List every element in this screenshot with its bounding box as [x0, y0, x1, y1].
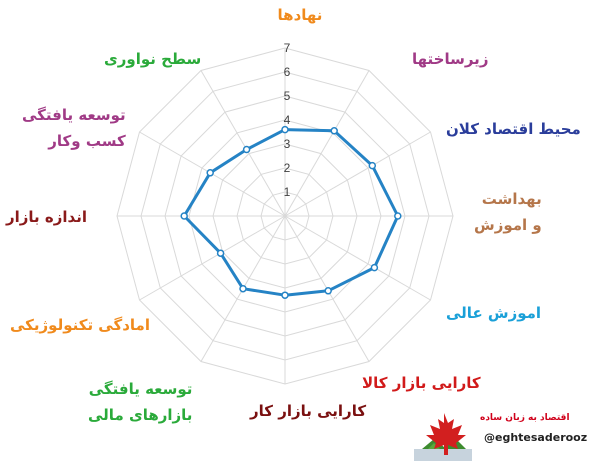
data-point	[216, 249, 225, 257]
category-label: محیط اقتصاد کلان	[446, 116, 581, 142]
data-point	[394, 212, 402, 220]
category-label-line: زیرساختها	[412, 50, 489, 68]
category-label-line: و اموزش	[474, 216, 542, 234]
brand-logo: اقتصاد به زبان ساده @eghtesaderooz	[408, 409, 596, 465]
category-label-line: بازارهای مالی	[88, 406, 193, 424]
data-point	[281, 125, 289, 134]
spoke-9	[139, 215, 286, 301]
tick-label: 1	[284, 185, 291, 199]
category-label: توسعه یافتگی بازارهای مالی	[88, 376, 192, 428]
category-label: امادگی تکنولوژیکی	[10, 312, 150, 338]
series-layer	[180, 125, 402, 299]
spoke-12	[200, 70, 286, 217]
category-label-line: توسعه یافتگی	[88, 380, 193, 398]
radial-axis-ticks: 1 2 3 4 5 6 7	[284, 41, 291, 199]
category-label: نهادها	[278, 2, 323, 28]
category-label-line: کسب وکار	[48, 132, 126, 150]
category-label-line: محیط اقتصاد کلان	[446, 120, 581, 138]
category-label: کارایی بازار کالا	[362, 370, 481, 396]
spoke-2	[284, 70, 370, 217]
data-point	[370, 263, 379, 272]
data-point	[330, 127, 338, 135]
data-point	[180, 212, 188, 220]
category-label-line: نهادها	[277, 6, 323, 24]
category-label-line: اموزش عالی	[446, 304, 542, 322]
tick-label: 5	[284, 89, 291, 103]
tick-label: 3	[284, 137, 291, 151]
logo-title: اقتصاد به زبان ساده	[480, 413, 570, 423]
category-label: اندازه بازار	[6, 204, 87, 230]
logo-handle: @eghtesaderooz	[484, 431, 588, 444]
data-point	[368, 161, 377, 170]
tick-label: 2	[284, 161, 291, 175]
data-point	[239, 284, 247, 293]
category-label: اموزش عالی	[446, 300, 541, 326]
tick-label: 4	[284, 113, 291, 127]
category-label-line: سطح نواوری	[104, 50, 202, 68]
maple-leaf-icon	[414, 413, 472, 461]
category-label: بهداشت و اموزش	[474, 186, 542, 238]
category-label: توسعه یافتگی کسب وکار	[22, 102, 126, 154]
category-label-line: کارایی بازار کار	[250, 402, 367, 420]
data-point	[324, 287, 332, 295]
category-label-line: اندازه بازار	[6, 208, 87, 226]
category-label: سطح نواوری	[104, 46, 201, 72]
spoke-3	[284, 131, 431, 217]
tick-label: 7	[284, 41, 291, 55]
data-point	[281, 291, 289, 299]
category-label: زیرساختها	[412, 46, 488, 72]
data-point	[206, 169, 214, 177]
spoke-5	[284, 215, 431, 301]
category-label-line: بهداشت	[481, 190, 542, 208]
category-label: کارایی بازار کار	[250, 398, 366, 424]
category-label-line: امادگی تکنولوژیکی	[10, 316, 150, 334]
data-point	[242, 145, 251, 154]
tick-label: 6	[284, 65, 291, 79]
category-label-line: کارایی بازار کالا	[362, 374, 481, 392]
category-label-line: توسعه یافتگی	[22, 106, 126, 124]
